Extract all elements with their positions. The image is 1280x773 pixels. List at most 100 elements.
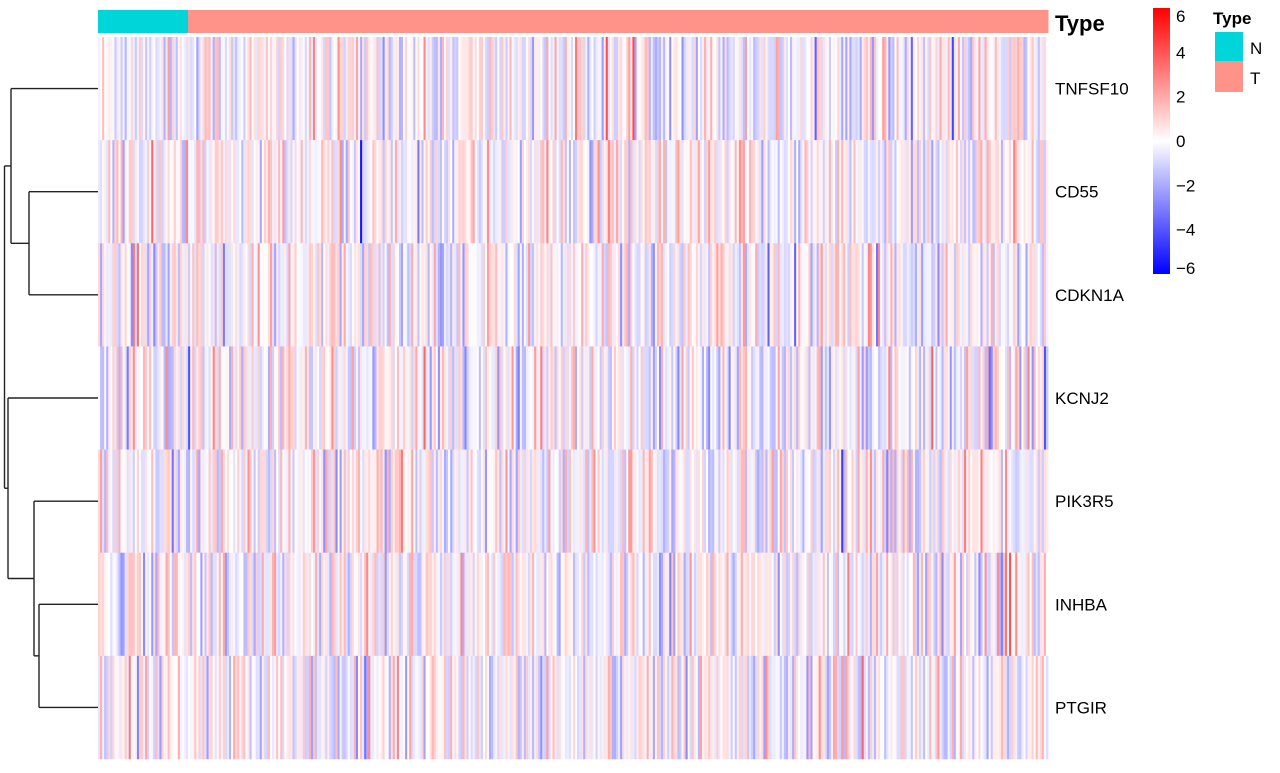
heatmap-cell [161, 346, 164, 450]
heatmap-cell [597, 346, 601, 450]
heatmap-cell [888, 449, 891, 554]
heatmap-cell [278, 37, 281, 141]
heatmap-cell [607, 655, 611, 760]
heatmap-cell [550, 346, 553, 450]
heatmap-cell [188, 140, 191, 244]
heatmap-cell [704, 346, 707, 450]
heatmap-cell [593, 140, 596, 244]
heatmap-cell [677, 449, 680, 554]
heatmap-cell [669, 37, 672, 141]
heatmap-cell [771, 140, 775, 244]
heatmap-cell [257, 140, 261, 244]
heatmap-cell [658, 655, 662, 760]
heatmap-cell [941, 449, 944, 554]
heatmap-cell [233, 140, 236, 244]
colorbar-tick-label: 2 [1176, 88, 1185, 107]
heatmap-cell [744, 655, 748, 760]
heatmap-cell [953, 655, 957, 760]
heatmap-cell [128, 37, 132, 141]
heatmap-cell [229, 552, 232, 657]
heatmap-cell [679, 243, 682, 347]
heatmap-cell [382, 449, 386, 554]
heatmap-cell [153, 243, 156, 347]
heatmap-cell [986, 552, 990, 657]
heatmap-cell [695, 346, 699, 450]
heatmap-cell [431, 449, 435, 554]
heatmap-cell [716, 552, 719, 657]
heatmap-cell [167, 552, 171, 657]
heatmap-cell [384, 655, 388, 760]
heatmap-cell [378, 552, 381, 657]
heatmap-cell [530, 140, 533, 244]
heatmap-cell [542, 140, 545, 244]
heatmap-cell [794, 346, 797, 450]
heatmap-cell [706, 655, 709, 760]
heatmap-cell [360, 449, 363, 554]
heatmap-cell [312, 449, 316, 554]
heatmap-cell [206, 140, 209, 244]
heatmap-cell [833, 655, 836, 760]
heatmap-cell [888, 346, 891, 450]
heatmap-cell [360, 243, 363, 347]
heatmap-cell [785, 346, 789, 450]
heatmap-cell [149, 243, 152, 347]
heatmap-cell [149, 552, 152, 657]
heatmap-cell [984, 140, 987, 244]
heatmap-cell [394, 449, 398, 554]
heatmap-cell [769, 243, 772, 347]
heatmap-cell [685, 449, 689, 554]
heatmap-cell [779, 655, 783, 760]
heatmap-cell [644, 449, 648, 554]
heatmap-cell [843, 243, 846, 347]
heatmap-cell [896, 37, 899, 141]
heatmap-cell [487, 140, 490, 244]
heatmap-cell [634, 655, 637, 760]
heatmap-cell [759, 552, 762, 657]
heatmap-cell [222, 37, 226, 141]
heatmap-cell [382, 243, 386, 347]
heatmap-cell [247, 655, 250, 760]
heatmap-cell [769, 449, 772, 554]
heatmap-cell [134, 346, 138, 450]
heatmap-cell [431, 140, 435, 244]
heatmap-cell [1013, 552, 1016, 657]
heatmap-cell [519, 655, 523, 760]
heatmap-cell [998, 140, 1002, 244]
heatmap-cell [220, 140, 224, 244]
heatmap-cell [444, 140, 447, 244]
heatmap-cell [626, 449, 629, 554]
heatmap-cell [468, 655, 472, 760]
heatmap-cell [276, 346, 279, 450]
heatmap-cell [652, 243, 656, 347]
heatmap-cell [724, 37, 727, 141]
heatmap-cell [433, 655, 437, 760]
heatmap-cell [255, 37, 259, 141]
heatmap-cell [546, 552, 549, 657]
heatmap-cell [927, 243, 930, 347]
heatmap-cell [959, 140, 963, 244]
heatmap-cell [978, 346, 981, 450]
heatmap-cell [857, 552, 861, 657]
heatmap-cell [616, 243, 619, 347]
heatmap-cell [853, 346, 856, 450]
heatmap-cell [317, 243, 320, 347]
heatmap-cell [652, 346, 656, 450]
heatmap-cell [321, 552, 324, 657]
heatmap-cell [276, 140, 279, 244]
heatmap-cell [532, 346, 535, 450]
heatmap-cell [503, 449, 506, 554]
heatmap-cell [319, 37, 322, 141]
heatmap-cell [364, 140, 367, 244]
heatmap-cell [710, 140, 713, 244]
heatmap-cell [882, 449, 885, 554]
heatmap-cell [104, 140, 107, 244]
heatmap-cell [644, 655, 648, 760]
heatmap-cell [294, 140, 297, 244]
heatmap-cell [210, 37, 214, 141]
heatmap-cell [190, 140, 193, 244]
heatmap-cell [216, 140, 220, 244]
heatmap-cell [380, 140, 383, 244]
heatmap-cell [701, 655, 705, 760]
heatmap-cell [181, 37, 185, 141]
heatmap-cell [460, 655, 463, 760]
